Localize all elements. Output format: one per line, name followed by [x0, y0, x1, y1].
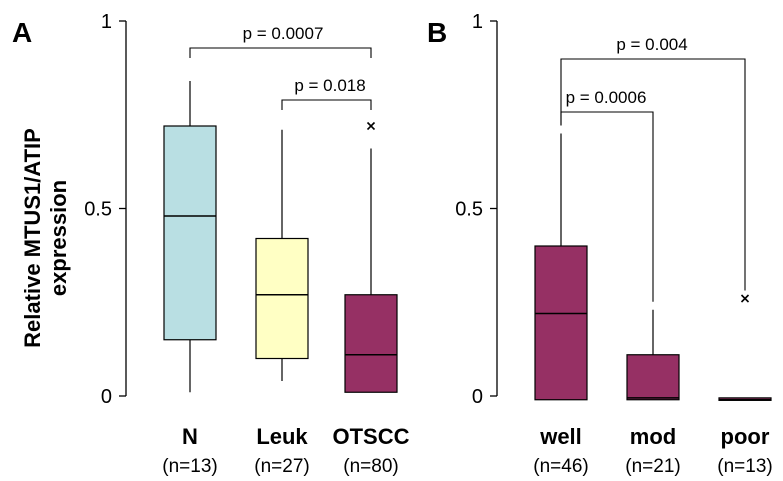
p-value-label: p = 0.0006 [566, 88, 647, 107]
box-n [163, 81, 217, 393]
sample-size-label: (n=46) [533, 456, 588, 477]
box-poor [718, 294, 772, 401]
bracket-line [560, 111, 654, 302]
box-body [344, 294, 398, 393]
panel-a: A 0 0.5 1 Relative MTUS1/ATIPexpression N (n=1… [12, 11, 410, 477]
box-body [255, 237, 309, 360]
category-label: Leuk [256, 424, 308, 449]
bracket-line [281, 99, 372, 110]
box-body [626, 354, 680, 401]
y-tick-label: 0 [472, 386, 483, 408]
p-value-label: p = 0.018 [294, 76, 365, 95]
y-tick-label: 0 [101, 386, 112, 408]
p-value-label: p = 0.0007 [243, 24, 324, 43]
y-axis-title: Relative MTUS1/ATIPexpression [20, 128, 71, 348]
category-label: N [182, 424, 198, 449]
y-axis-title-line: Relative MTUS1/ATIP [20, 128, 45, 348]
panel-b: B 0 0.5 1 well (n=46) mod (n=21) poor (n=13) p = 0… [427, 11, 773, 477]
box-body [163, 125, 217, 341]
significance-bracket: p = 0.0007 [189, 24, 372, 58]
outlier-marker [366, 121, 376, 131]
sample-size-label: (n=80) [343, 456, 398, 477]
y-axis-title-line: expression [46, 180, 71, 296]
bracket-line [560, 58, 746, 291]
bracket-line [189, 47, 372, 58]
panel-label: A [12, 17, 32, 48]
p-value-label: p = 0.004 [616, 35, 687, 54]
sample-size-label: (n=13) [717, 456, 772, 477]
category-label: well [539, 424, 582, 449]
panel-label: B [427, 17, 447, 48]
y-tick-label: 0.5 [455, 199, 483, 221]
y-tick-label: 1 [101, 11, 112, 33]
box-leuk [255, 129, 309, 381]
sample-size-label: (n=27) [254, 456, 309, 477]
category-label: OTSCC [333, 424, 410, 449]
y-tick-label: 1 [472, 11, 483, 33]
box-well [534, 133, 588, 401]
outlier-marker [740, 294, 750, 303]
y-tick-label: 0.5 [84, 199, 112, 221]
box-mod [626, 309, 680, 401]
significance-bracket: p = 0.004 [560, 35, 746, 291]
sample-size-label: (n=13) [162, 456, 217, 477]
box-body [534, 245, 588, 401]
category-label: poor [721, 424, 770, 449]
box-otscc [344, 121, 398, 393]
category-label: mod [630, 424, 676, 449]
sample-size-label: (n=21) [625, 456, 680, 477]
significance-bracket: p = 0.0006 [560, 88, 654, 302]
significance-bracket: p = 0.018 [281, 76, 372, 110]
